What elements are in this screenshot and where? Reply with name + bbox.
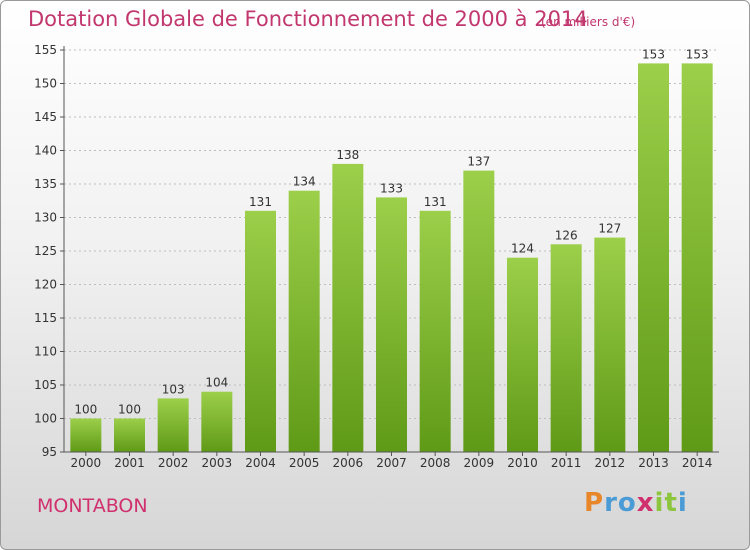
bar-value-label: 126 bbox=[555, 228, 578, 242]
x-tick-label: 2007 bbox=[376, 456, 407, 470]
bar-value-label: 124 bbox=[511, 242, 534, 256]
y-tick-label: 145 bbox=[34, 110, 57, 124]
x-tick-label: 2001 bbox=[114, 456, 145, 470]
y-tick-label: 95 bbox=[42, 445, 57, 459]
bar bbox=[288, 190, 320, 452]
x-tick-label: 2005 bbox=[289, 456, 320, 470]
x-tick-label: 2004 bbox=[245, 456, 276, 470]
proxiti-logo: Proxiti bbox=[584, 488, 688, 518]
y-tick-label: 100 bbox=[34, 412, 57, 426]
y-tick-label: 115 bbox=[34, 311, 57, 325]
bar bbox=[245, 210, 276, 452]
x-tick-label: 2006 bbox=[333, 456, 364, 470]
y-tick-label: 105 bbox=[34, 378, 57, 392]
bar bbox=[201, 391, 233, 452]
bar bbox=[507, 257, 538, 452]
bar bbox=[332, 163, 364, 452]
x-tick-label: 2013 bbox=[638, 456, 669, 470]
bar bbox=[157, 398, 189, 452]
y-tick-label: 130 bbox=[34, 211, 57, 225]
x-tick-label: 2002 bbox=[158, 456, 189, 470]
x-tick-label: 2010 bbox=[507, 456, 538, 470]
x-tick-label: 2008 bbox=[420, 456, 451, 470]
bar bbox=[638, 63, 669, 453]
bar-value-label: 153 bbox=[686, 47, 709, 61]
x-tick-label: 2003 bbox=[202, 456, 233, 470]
bar-value-label: 100 bbox=[118, 403, 141, 417]
x-tick-label: 2011 bbox=[551, 456, 582, 470]
bar-value-label: 131 bbox=[249, 195, 272, 209]
y-tick-label: 135 bbox=[34, 177, 57, 191]
bar bbox=[681, 63, 713, 453]
bar bbox=[550, 244, 582, 452]
y-tick-label: 120 bbox=[34, 278, 57, 292]
bar-value-label: 134 bbox=[293, 175, 316, 189]
bar-value-label: 133 bbox=[380, 181, 403, 195]
y-tick-label: 110 bbox=[34, 345, 57, 359]
bar bbox=[70, 418, 102, 452]
bar bbox=[419, 210, 451, 452]
bar bbox=[594, 237, 626, 452]
bar-value-label: 153 bbox=[642, 47, 665, 61]
bar-value-label: 104 bbox=[205, 376, 228, 390]
x-tick-label: 2000 bbox=[71, 456, 102, 470]
y-tick-label: 125 bbox=[34, 244, 57, 258]
bar-value-label: 103 bbox=[162, 382, 185, 396]
x-tick-label: 2014 bbox=[682, 456, 713, 470]
bar-value-label: 100 bbox=[74, 403, 97, 417]
bar bbox=[114, 418, 145, 452]
x-tick-label: 2009 bbox=[464, 456, 495, 470]
y-tick-label: 140 bbox=[34, 144, 57, 158]
bar bbox=[463, 170, 495, 452]
chart-unit: (en milliers d'€) bbox=[541, 15, 636, 29]
bar-value-label: 138 bbox=[336, 148, 359, 162]
town-name: MONTABON bbox=[37, 495, 148, 517]
chart-title: Dotation Globale de Fonctionnement de 20… bbox=[28, 7, 588, 31]
y-tick-label: 155 bbox=[34, 43, 57, 57]
bar-value-label: 137 bbox=[467, 155, 490, 169]
bar-value-label: 127 bbox=[598, 222, 621, 236]
x-tick-label: 2012 bbox=[595, 456, 626, 470]
bar-value-label: 131 bbox=[424, 195, 447, 209]
bar bbox=[376, 197, 407, 452]
y-tick-label: 150 bbox=[34, 77, 57, 91]
